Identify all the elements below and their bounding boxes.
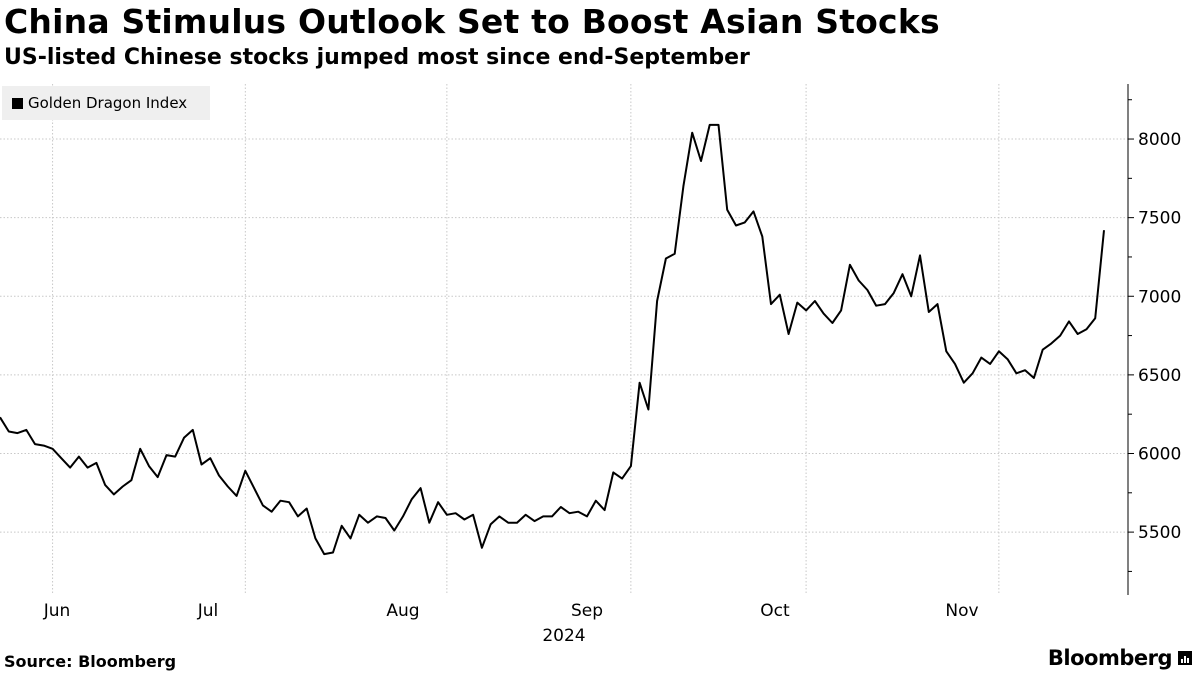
series-line-golden-dragon-index: [0, 123, 1105, 556]
y-tick-label: 5500: [1138, 523, 1181, 543]
legend-swatch: [12, 97, 23, 109]
legend-label: Golden Dragon Index: [28, 94, 188, 112]
x-tick-label: Jun: [43, 601, 71, 621]
x-tick-label: Oct: [760, 601, 790, 621]
x-year-label: 2024: [542, 626, 585, 646]
chart-subtitle: US-listed Chinese stocks jumped most sin…: [4, 45, 750, 70]
x-tick-label: Nov: [945, 601, 978, 621]
y-tick-label: 6000: [1138, 444, 1181, 464]
bloomberg-icon: [1178, 651, 1192, 665]
y-tick-label: 6500: [1138, 366, 1181, 386]
source-note: Source: Bloomberg: [4, 652, 177, 671]
series-layer: [0, 123, 1105, 556]
legend: Golden Dragon Index: [2, 86, 210, 120]
y-tick-label: 7500: [1138, 209, 1181, 229]
axes: 5500 6000 6500 7000 7500 8000 Jun Jul Aug Sep Oct N…: [43, 84, 1181, 646]
gridlines: [0, 84, 1128, 595]
y-tick-label: 7000: [1138, 287, 1181, 307]
x-tick-label: Sep: [571, 601, 603, 621]
y-tick-label: 8000: [1138, 130, 1181, 150]
chart-title: China Stimulus Outlook Set to Boost Asia…: [4, 2, 940, 41]
brand-text: Bloomberg: [1047, 646, 1173, 670]
x-tick-label: Jul: [197, 601, 219, 621]
x-tick-label: Aug: [386, 601, 419, 621]
brand-logo: Bloomberg: [1048, 646, 1192, 670]
